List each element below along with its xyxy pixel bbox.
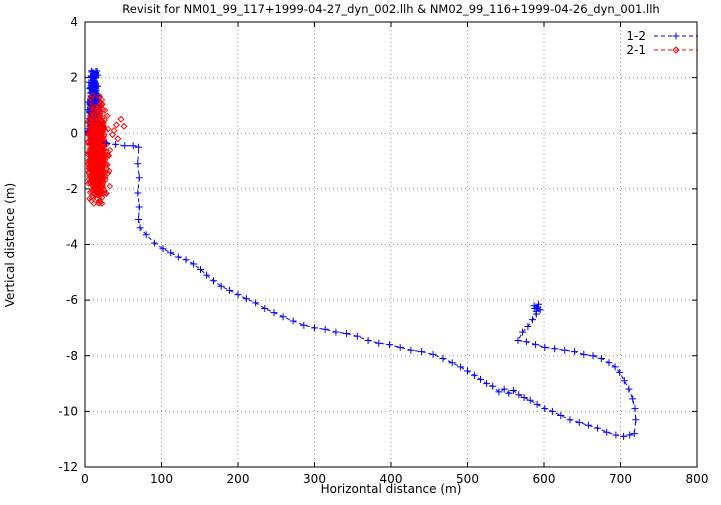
series-1-2-trajectory [102,139,640,440]
x-tick-label: 800 [686,472,709,486]
legend-label-series-2: 2-1 [626,43,646,57]
legend: 1-2 2-1 [626,29,698,57]
series-2-1-cluster [84,92,128,207]
y-axis-label: Vertical distance (m) [3,183,17,307]
x-tick-label: 0 [81,472,89,486]
y-tick-label: -4 [66,238,78,252]
plot-area: 0 100 200 300 400 500 600 700 800 -12 -10 -8 -6 -4 -2 0… [58,15,708,486]
y-tick-label: -2 [66,182,78,196]
y-tick-label: -10 [58,404,78,418]
legend-label-series-1: 1-2 [626,29,646,43]
axes: 0 100 200 300 400 500 600 700 800 -12 -10 -8 -6 -4 -2 0… [58,15,708,486]
y-tick-label: 4 [70,15,78,29]
x-tick-label: 200 [227,472,250,486]
grid-lines [85,22,697,467]
x-tick-label: 100 [150,472,173,486]
x-tick-label: 300 [303,472,326,486]
x-tick-label: 400 [380,472,403,486]
y-tick-label: -8 [66,349,78,363]
x-tick-label: 500 [456,472,479,486]
x-tick-label: 600 [533,472,556,486]
chart-title: Revisit for NM01_99_117+1999-04-27_dyn_0… [122,2,659,16]
y-tick-label: -6 [66,293,78,307]
y-tick-label: 2 [70,71,78,85]
x-tick-label: 700 [609,472,632,486]
y-tick-label: 0 [70,126,78,140]
x-axis-label: Horizontal distance (m) [321,482,462,496]
legend-sample-lines [654,32,698,54]
y-tick-label: -12 [58,460,78,474]
